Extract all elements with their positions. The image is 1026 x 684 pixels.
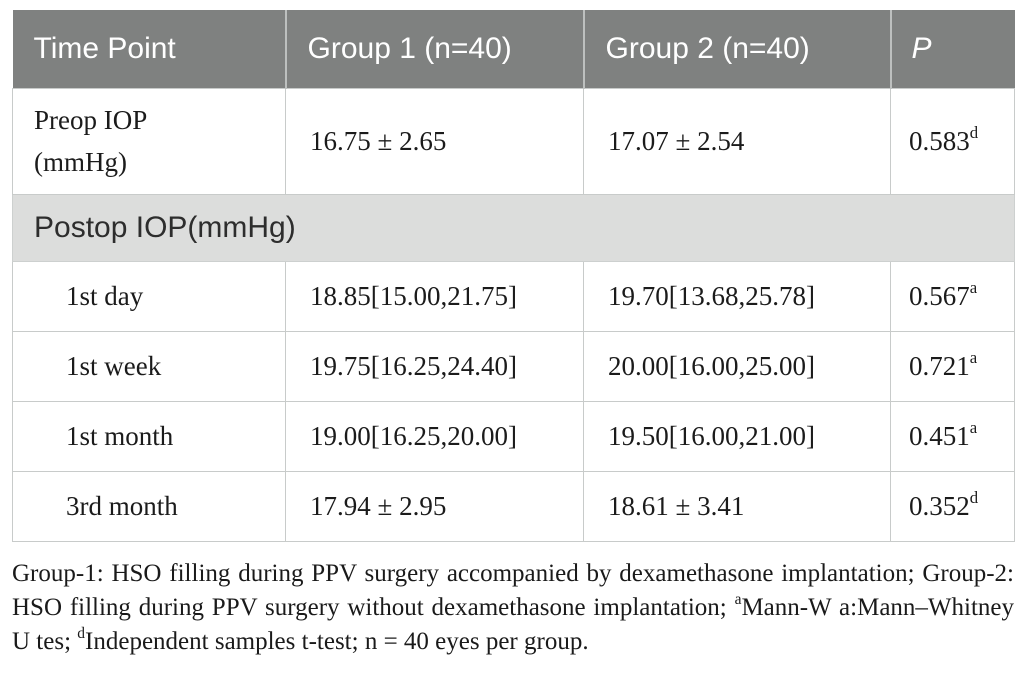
table-row-preop: Preop IOP (mmHg) 16.75 ± 2.65 17.07 ± 2.… [12, 88, 1015, 195]
section-label: Postop IOP(mmHg) [12, 194, 1015, 262]
p-superscript: a [969, 417, 978, 437]
header-group1: Group 1 (n=40) [285, 10, 585, 89]
group1-value: 18.85[15.00,21.75] [285, 261, 584, 332]
group2-value: 17.07 ± 2.54 [583, 88, 891, 195]
p-value: 0.352 [909, 491, 970, 521]
p-value-cell: 0.352d [890, 471, 1015, 542]
group1-value: 17.94 ± 2.95 [285, 471, 584, 542]
p-value-cell: 0.567a [890, 261, 1015, 332]
group2-value: 18.61 ± 3.41 [583, 471, 891, 542]
row-label: Preop IOP (mmHg) [34, 104, 147, 177]
footnote-text-1: Group-1: HSO filling during PPV surgery … [12, 560, 1014, 621]
p-superscript: d [969, 122, 979, 142]
table-row-1st-day: 1st day 18.85[15.00,21.75] 19.70[13.68,2… [12, 261, 1015, 332]
footnote-sup-a: a [734, 591, 742, 609]
group1-value: 19.75[16.25,24.40] [285, 331, 584, 402]
row-label-cell: Preop IOP (mmHg) [12, 88, 286, 195]
row-label: 1st month [12, 401, 286, 472]
p-value: 0.567 [909, 281, 970, 311]
p-superscript: a [969, 277, 978, 297]
header-row: Time Point Group 1 (n=40) Group 2 (n=40)… [12, 10, 1015, 89]
footnote-text-2: Mann-W a:Mann–Whitney U tes; [12, 594, 1015, 655]
header-group2: Group 2 (n=40) [583, 10, 892, 89]
row-label: 1st day [12, 261, 286, 332]
iop-comparison-table: Time Point Group 1 (n=40) Group 2 (n=40)… [12, 10, 1015, 542]
group1-value: 16.75 ± 2.65 [285, 88, 584, 195]
section-row-postop: Postop IOP(mmHg) [12, 194, 1015, 262]
footnote-sup-d: d [77, 625, 86, 643]
p-value-cell: 0.721a [890, 331, 1015, 402]
table-row-1st-month: 1st month 19.00[16.25,20.00] 19.50[16.00… [12, 401, 1015, 472]
table-footnote: Group-1: HSO filling during PPV surgery … [12, 557, 1014, 659]
group1-value: 19.00[16.25,20.00] [285, 401, 584, 472]
p-value: 0.721 [909, 351, 970, 381]
row-label: 3rd month [12, 471, 286, 542]
footnote-text-3: Independent samples t-test; n = 40 eyes … [85, 628, 589, 655]
p-superscript: d [969, 487, 979, 507]
header-p-value: P [890, 10, 1015, 89]
group2-value: 19.70[13.68,25.78] [583, 261, 891, 332]
p-value: 0.583 [909, 126, 970, 156]
table-header: Time Point Group 1 (n=40) Group 2 (n=40)… [12, 10, 1015, 89]
p-superscript: a [969, 347, 978, 367]
row-label: 1st week [12, 331, 286, 402]
p-value-cell: 0.583d [890, 88, 1015, 195]
p-value-cell: 0.451a [890, 401, 1015, 472]
paper-table-figure: Time Point Group 1 (n=40) Group 2 (n=40)… [12, 10, 1015, 684]
group2-value: 19.50[16.00,21.00] [583, 401, 891, 472]
p-value: 0.451 [909, 421, 970, 451]
header-time-point: Time Point [12, 10, 287, 89]
group2-value: 20.00[16.00,25.00] [583, 331, 891, 402]
table-row-3rd-month: 3rd month 17.94 ± 2.95 18.61 ± 3.41 0.35… [12, 471, 1015, 542]
table-row-1st-week: 1st week 19.75[16.25,24.40] 20.00[16.00,… [12, 331, 1015, 402]
